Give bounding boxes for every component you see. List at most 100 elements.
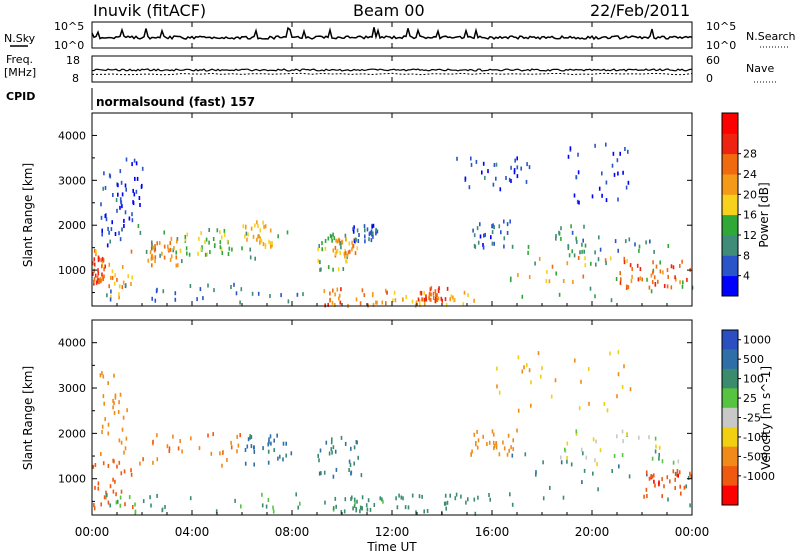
- range-cell: [569, 146, 572, 151]
- range-cell: [290, 451, 293, 456]
- range-cell: [95, 249, 97, 254]
- range-cell: [100, 452, 102, 456]
- range-cell: [169, 241, 172, 246]
- range-cell: [101, 424, 104, 429]
- range-cell: [177, 446, 180, 451]
- range-cell: [573, 193, 576, 198]
- range-cell: [99, 276, 102, 281]
- range-cell: [140, 184, 143, 189]
- range-cell: [122, 280, 125, 285]
- range-cell: [340, 287, 342, 292]
- range-cell: [100, 258, 102, 263]
- range-cell: [364, 239, 366, 244]
- range-cell: [372, 231, 374, 236]
- range-cell: [581, 480, 583, 485]
- range-cell: [510, 179, 512, 183]
- range-cell: [623, 364, 625, 369]
- range-cell: [142, 499, 145, 504]
- range-cell: [338, 238, 341, 243]
- range-cell: [578, 200, 580, 205]
- beam-title: Beam 00: [353, 1, 425, 20]
- range-cell: [570, 224, 572, 229]
- range-cell: [97, 481, 100, 486]
- range-cell: [430, 286, 433, 291]
- range-cell: [151, 263, 153, 268]
- colorbar-segment: [722, 194, 738, 216]
- range-cell: [118, 438, 121, 443]
- range-cell: [244, 234, 246, 239]
- range-cell: [252, 234, 255, 239]
- nsearch-tick-top: 10^5: [706, 20, 736, 33]
- range-cell: [133, 158, 136, 163]
- range-cell: [624, 147, 626, 151]
- nave-tick-top: 60: [706, 54, 720, 67]
- range-cell: [344, 251, 347, 255]
- range-cell: [335, 467, 338, 472]
- range-cell: [236, 434, 238, 439]
- range-cell: [558, 292, 561, 297]
- range-cell: [276, 433, 278, 438]
- range-cell: [264, 243, 267, 248]
- range-cell: [678, 470, 681, 475]
- range-cell: [334, 449, 337, 454]
- range-cell: [492, 432, 495, 437]
- range-cell: [101, 371, 103, 376]
- range-cell: [101, 228, 103, 233]
- range-cell: [386, 290, 388, 295]
- range-cell: [320, 471, 322, 476]
- range-cell: [103, 171, 105, 176]
- range-cell: [655, 264, 658, 269]
- range-cell: [336, 287, 339, 292]
- range-cell: [426, 509, 429, 513]
- range-cell: [639, 276, 642, 281]
- y-tick-label: 1000: [58, 264, 86, 277]
- range-cell: [473, 243, 476, 248]
- colorbar-segment: [722, 368, 738, 389]
- range-cell: [583, 249, 585, 254]
- range-cell: [674, 477, 676, 482]
- range-cell: [205, 237, 208, 242]
- range-cell: [530, 380, 532, 385]
- range-cell: [666, 284, 669, 289]
- range-cell: [616, 158, 619, 163]
- range-cell: [444, 297, 447, 302]
- range-cell: [429, 297, 432, 302]
- range-cell: [132, 505, 134, 509]
- range-cell: [612, 151, 615, 156]
- range-cell: [179, 248, 182, 253]
- range-cell: [249, 434, 251, 439]
- range-cell: [116, 464, 118, 469]
- x-tick-label: 12:00: [375, 525, 410, 539]
- range-cell: [324, 303, 326, 308]
- range-cell: [344, 248, 346, 253]
- range-cell: [366, 227, 369, 232]
- range-cell: [113, 410, 116, 415]
- range-cell: [572, 280, 574, 284]
- range-cell: [375, 231, 377, 236]
- range-cell: [101, 259, 104, 264]
- range-cell: [172, 248, 175, 253]
- range-cell: [156, 241, 158, 246]
- range-cell: [332, 474, 335, 479]
- range-cell: [623, 256, 626, 261]
- range-cell: [124, 183, 127, 188]
- range-cell: [658, 480, 660, 485]
- range-cell: [404, 505, 407, 510]
- range-cell: [611, 163, 614, 168]
- range-cell: [123, 218, 125, 223]
- range-cell: [568, 253, 571, 258]
- range-cell: [345, 259, 347, 264]
- range-cell: [402, 496, 404, 501]
- range-cell: [488, 493, 490, 497]
- range-cell: [621, 429, 624, 434]
- range-cell: [617, 350, 620, 355]
- range-cell: [123, 469, 126, 474]
- range-cell: [172, 434, 174, 439]
- range-cell: [548, 279, 551, 284]
- range-cell: [156, 287, 158, 292]
- range-cell: [521, 294, 524, 299]
- range-cell: [253, 449, 256, 454]
- range-cell: [249, 255, 252, 260]
- range-cell: [368, 232, 371, 237]
- range-cell: [385, 288, 387, 293]
